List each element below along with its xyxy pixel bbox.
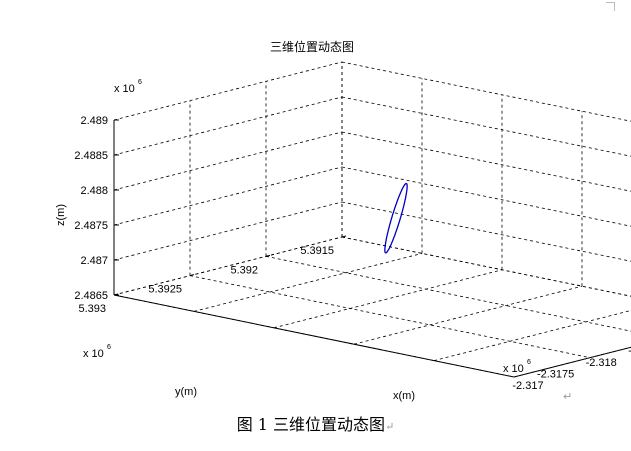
svg-text:6: 6	[107, 344, 111, 351]
grid-line	[353, 285, 583, 345]
svg-text:6: 6	[527, 359, 531, 366]
grid-line	[341, 96, 631, 157]
svg-text:6: 6	[138, 79, 142, 86]
svg-text:x 10: x 10	[114, 83, 135, 95]
y-tick-label: 5.3925	[148, 284, 182, 296]
grid-line	[113, 166, 343, 226]
x-tick-label: -2.318	[586, 357, 617, 369]
y-tick-mark	[113, 293, 119, 296]
y-tick-mark	[189, 274, 195, 277]
grid-line	[113, 96, 343, 156]
grid-lines	[113, 61, 631, 378]
x-axis-label: x(m)	[393, 390, 415, 402]
grid-line	[189, 275, 591, 359]
z-tick-label: 2.489	[80, 115, 108, 127]
y-tick-label: 5.3915	[300, 245, 334, 257]
grid-line	[341, 131, 631, 192]
page-corner-mark	[606, 2, 615, 11]
caption-text: 图 1 三维位置动态图	[236, 415, 386, 434]
x-exponent-label: x 10 6	[503, 359, 531, 375]
grid-line	[341, 166, 631, 227]
series-line	[384, 182, 408, 254]
z-tick-label: 2.4875	[74, 220, 108, 232]
y-axis-label: y(m)	[175, 386, 197, 398]
y-tick-mark	[265, 254, 271, 257]
axes	[113, 119, 631, 378]
caption-paragraph-mark: ↵	[385, 420, 395, 433]
y-exponent-label: x 10 6	[83, 344, 111, 360]
grid-line	[113, 131, 343, 191]
series-layer	[384, 182, 408, 254]
svg-text:x 10: x 10	[83, 348, 104, 360]
grid-line	[341, 201, 631, 262]
x-tick-label: -2.3185	[628, 345, 631, 357]
y-tick-label: 5.392	[230, 264, 258, 276]
grid-line	[341, 236, 631, 297]
z-tick-label: 2.487	[80, 255, 108, 267]
grid-line	[273, 269, 503, 329]
x-axis-line	[513, 346, 631, 378]
svg-text:x 10: x 10	[503, 363, 524, 375]
y-tick-label: 5.393	[78, 303, 106, 315]
grid-line	[193, 253, 423, 312]
grid-line	[341, 61, 631, 122]
y-axis-line	[113, 294, 515, 378]
x-tick-label: -2.3175	[537, 368, 574, 380]
z-exponent-label: x 10 6	[114, 79, 142, 95]
grid-line	[265, 255, 631, 332]
z-tick-label: 2.488	[80, 185, 108, 197]
paragraph-mark: ↵	[563, 390, 573, 403]
z-tick-label: 2.4885	[74, 150, 108, 162]
tick-labels: 2.4865 2.487 2.4875 2.488 2.4885 2.489 5.3915 5…	[74, 115, 631, 392]
grid-line	[113, 61, 343, 121]
z-axis-label: z(m)	[55, 204, 67, 226]
x-tick-label: -2.317	[512, 380, 543, 392]
chart-title: 三维位置动态图	[270, 39, 354, 54]
figure-caption: 图 1 三维位置动态图↵	[0, 411, 631, 435]
y-tick-mark	[341, 235, 347, 238]
z-tick-label: 2.4865	[74, 290, 108, 302]
